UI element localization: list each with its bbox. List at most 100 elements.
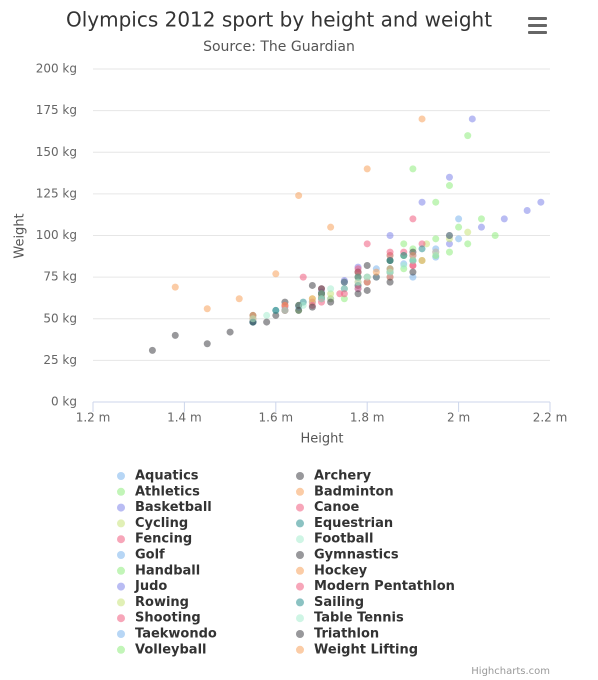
point [409,261,417,269]
point [409,268,417,276]
point [386,256,394,264]
legend-label: Football [314,532,373,547]
legend-item[interactable]: Aquatics [117,469,199,484]
point [354,290,362,298]
legend-item[interactable]: Equestrian [296,516,393,531]
legend-label: Rowing [135,595,189,610]
legend-item[interactable]: Hockey [296,563,368,578]
menu-bar [528,17,547,20]
legend-label: Sailing [314,595,364,610]
legend-item[interactable]: Judo [117,579,167,594]
point [363,273,371,281]
point [327,223,335,231]
legend-item[interactable]: Fencing [117,532,192,547]
point [445,232,453,239]
legend-marker [117,645,125,654]
legend-item[interactable]: Badminton [296,484,394,499]
legend-item[interactable]: Athletics [117,484,200,499]
legend-marker [117,598,125,607]
legend-marker [117,503,125,512]
legend-label: Taekwondo [135,627,217,642]
legend-label: Weight Lifting [314,642,418,657]
point [340,285,348,293]
legend-item[interactable]: Canoe [296,500,359,515]
point [203,340,211,348]
y-tick-label: 200 kg [36,62,77,76]
legend-marker [296,645,304,654]
legend-item[interactable]: Archery [296,469,372,484]
chart-subtitle: Source: The Guardian [203,39,355,55]
legend-label: Badminton [314,484,394,499]
legend-item[interactable]: Golf [117,548,165,563]
legend-marker [296,535,304,544]
point [464,132,472,140]
legend-label: Equestrian [314,516,393,531]
point [400,251,408,259]
point [386,268,394,276]
point [171,283,179,291]
y-tick-label: 0 kg [51,395,77,409]
legend-item[interactable]: Cycling [117,516,188,531]
legend-marker [117,582,125,591]
point [477,223,485,231]
point [491,232,499,239]
point [308,281,316,289]
point [445,248,453,256]
legend-marker [296,487,304,496]
point [281,301,289,309]
menu-bar [528,31,547,34]
menu-bar [528,24,547,27]
point [171,331,179,339]
point [477,215,485,223]
point [455,235,463,243]
point [537,198,545,206]
point [445,173,453,181]
menu-button[interactable] [528,17,547,34]
point [318,290,325,298]
legend-item[interactable]: Triathlon [296,627,379,642]
legend-label: Golf [135,548,165,563]
legend-marker [296,566,304,575]
chart-title: Olympics 2012 sport by height and weight [66,8,492,32]
x-tick-label: 1.6 m [259,411,294,425]
y-tick-label: 25 kg [43,353,77,367]
point [354,278,362,286]
point [464,228,472,236]
legend-marker [296,519,304,528]
legend-label: Cycling [135,516,188,531]
point [445,240,453,248]
legend-label: Triathlon [314,627,379,642]
legend-item[interactable]: Taekwondo [117,627,217,642]
point [295,306,303,314]
legend-item[interactable]: Weight Lifting [296,642,418,657]
point [327,285,335,293]
legend-label: Table Tennis [314,611,404,626]
point [272,306,280,314]
legend-item[interactable]: Rowing [117,595,189,610]
legend-marker [117,487,125,496]
legend-item[interactable]: Table Tennis [296,611,404,626]
legend-item[interactable]: Gymnastics [296,548,399,563]
point [299,273,307,281]
legend-item[interactable]: Basketball [117,500,212,515]
point [468,115,476,123]
legend-marker [117,472,125,480]
legend-label: Volleyball [135,642,206,657]
legend-marker [296,551,304,559]
legend-item[interactable]: Modern Pentathlon [296,579,455,594]
legend-item[interactable]: Handball [117,563,200,578]
point [409,256,417,264]
y-axis-title: Weight [13,213,28,258]
legend-item[interactable]: Football [296,532,373,547]
legend-item[interactable]: Shooting [117,611,201,626]
x-tick-label: 1.4 m [167,411,202,425]
legend-marker [296,614,304,623]
point [340,278,348,286]
legend-item[interactable]: Sailing [296,595,364,610]
point [386,273,394,281]
point [455,223,463,231]
point [363,286,371,294]
credits[interactable]: Highcharts.com [471,666,550,677]
point [432,248,440,256]
legend-item[interactable]: Volleyball [117,642,206,657]
